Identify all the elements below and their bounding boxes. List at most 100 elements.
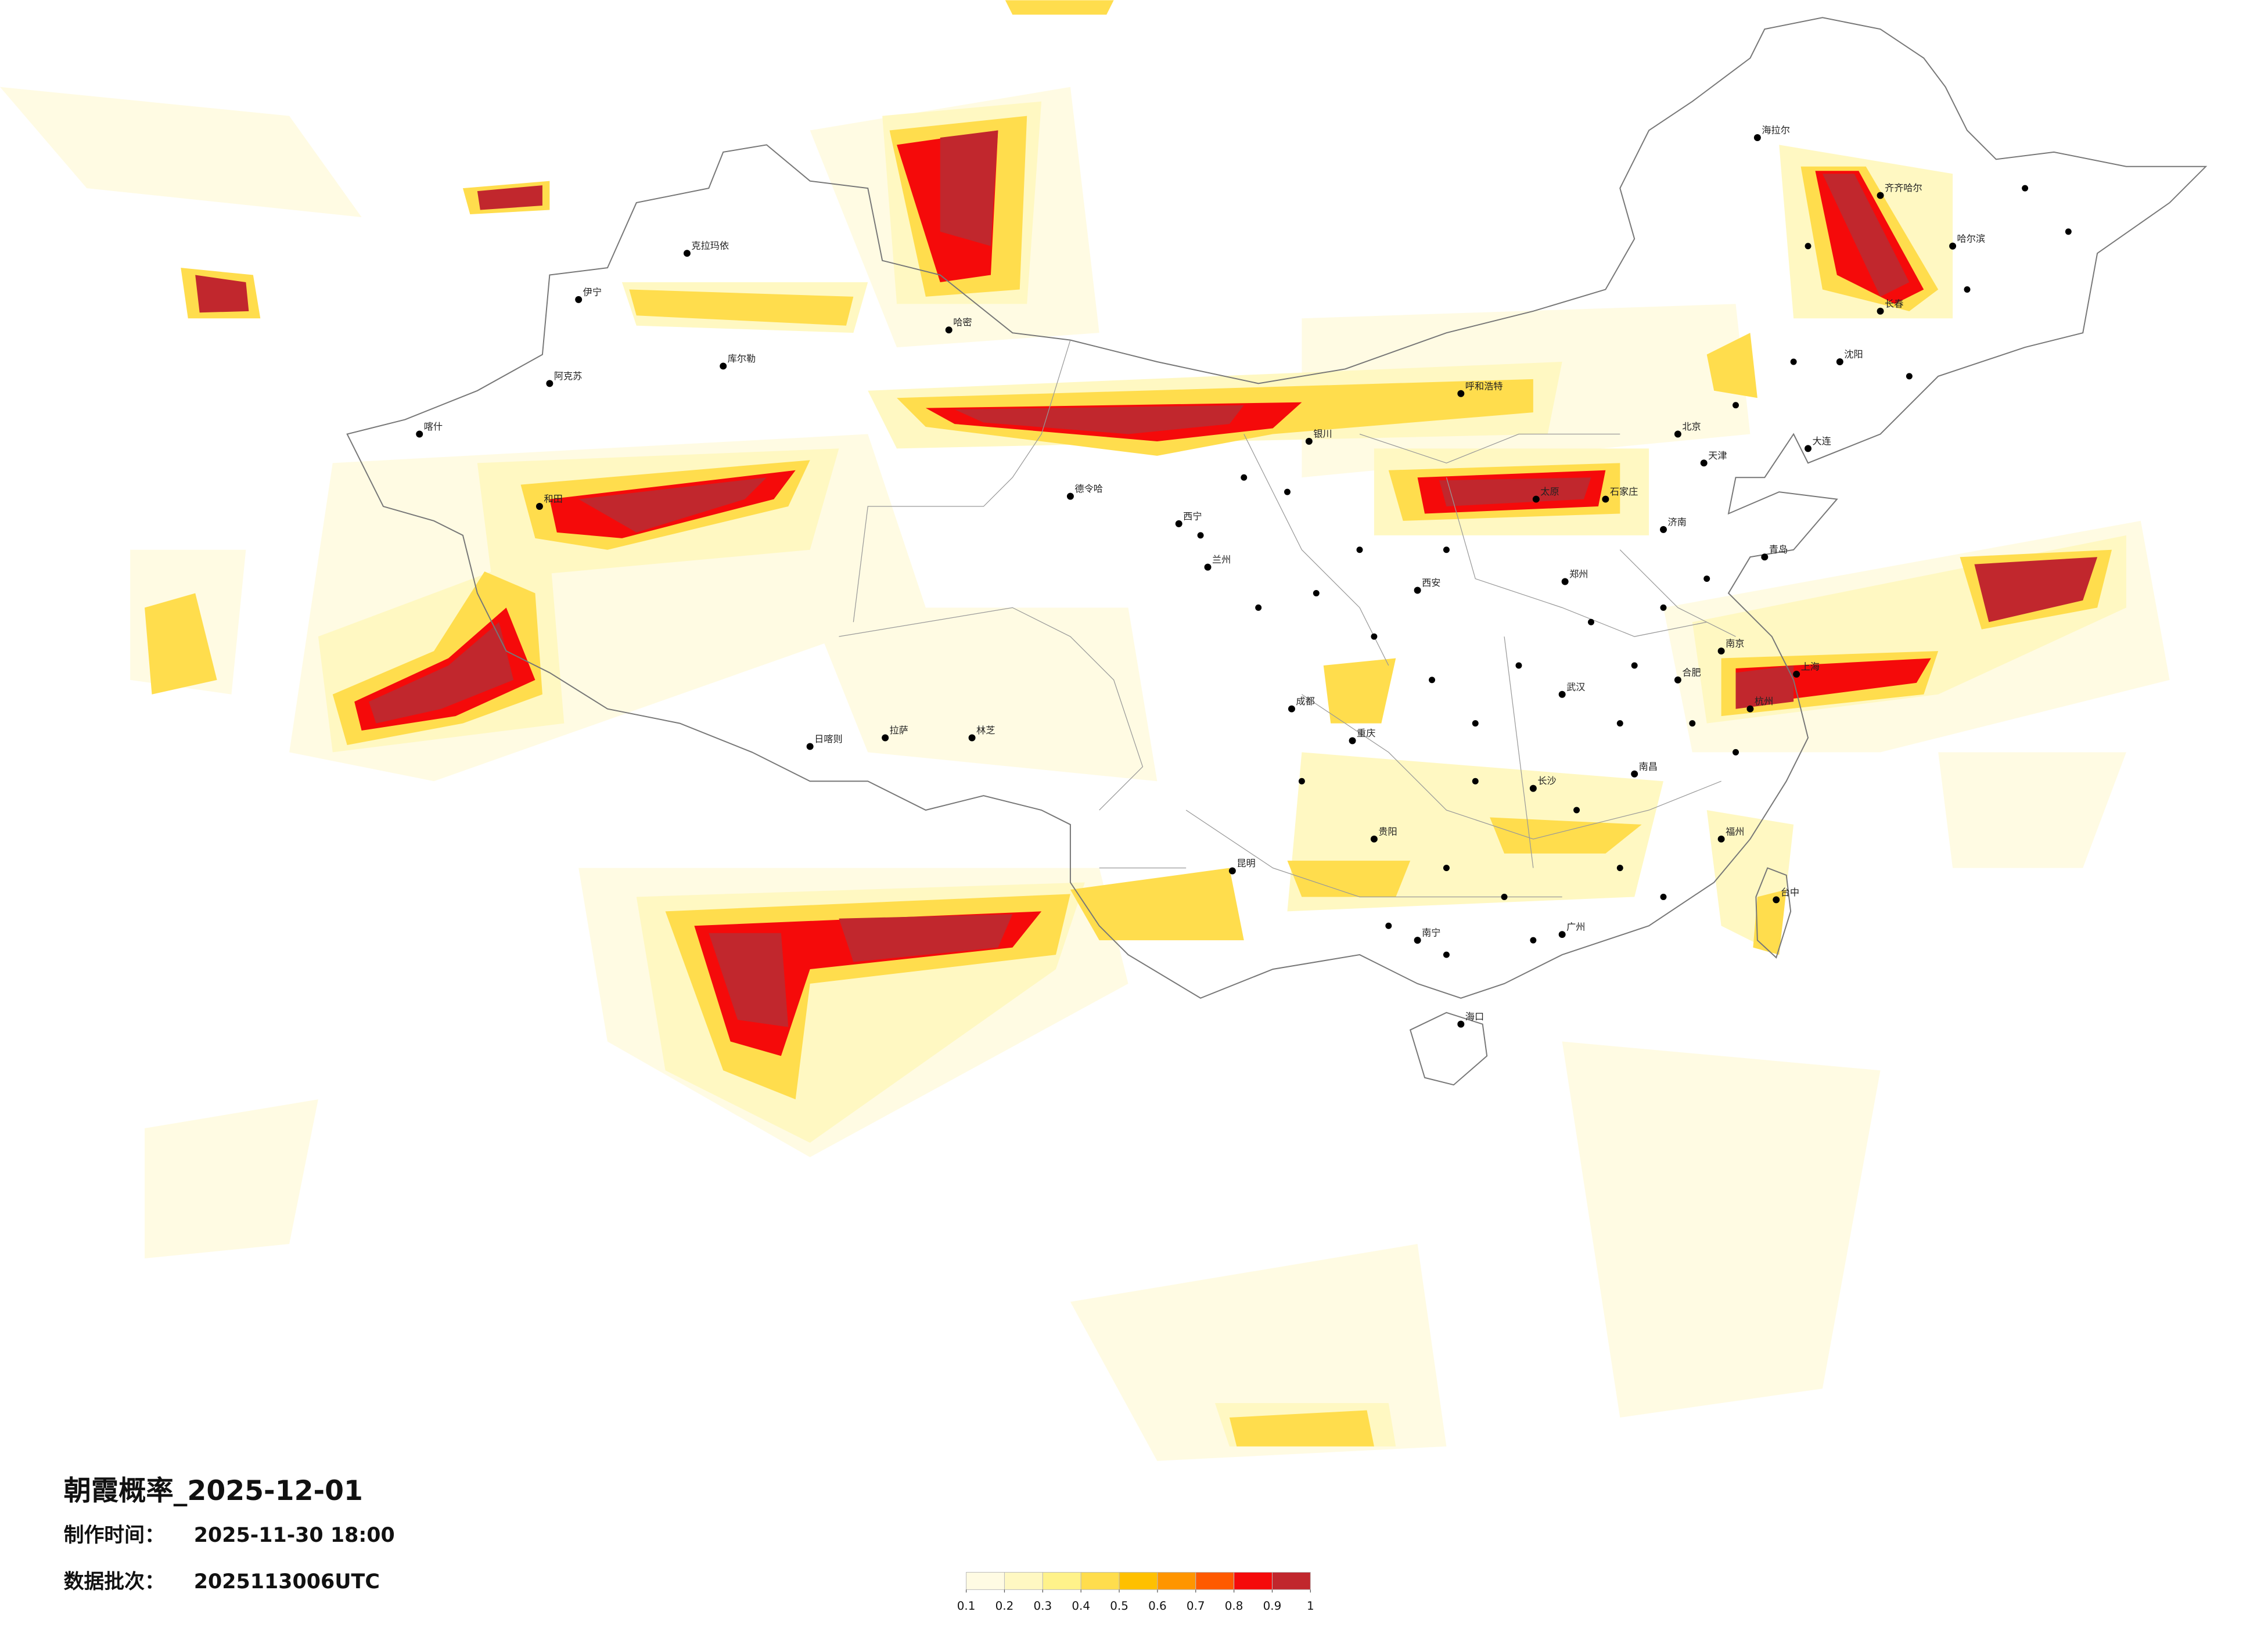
city-dot [2065, 228, 2072, 235]
legend-tick-label: 0.4 [1072, 1599, 1090, 1613]
city-label: 上海 [1801, 661, 1820, 672]
probability-area [1229, 1410, 1374, 1447]
production-time-label: 制作时间： [64, 1524, 165, 1547]
legend-tick-label: 0.9 [1263, 1599, 1282, 1613]
city-label: 哈尔滨 [1957, 233, 1986, 244]
probability-area [145, 1099, 318, 1259]
city-dot [1370, 835, 1378, 843]
city-dot [1255, 604, 1262, 611]
probability-area [195, 275, 249, 313]
city-dot [1385, 922, 1392, 929]
city-dot [1414, 587, 1421, 594]
city-dot [546, 380, 553, 387]
legend-swatch [1080, 1571, 1120, 1590]
probability-area [0, 87, 362, 217]
city-dot [1429, 677, 1436, 684]
city-label: 伊宁 [583, 286, 602, 297]
city-dot [1949, 242, 1957, 250]
city-dot [1197, 532, 1204, 539]
legend-tick-label: 1 [1307, 1599, 1314, 1613]
probability-area [954, 405, 1244, 434]
city-dot [1689, 720, 1696, 727]
probability-area [477, 185, 542, 210]
city-label: 广州 [1566, 922, 1585, 933]
city-label: 南京 [1726, 638, 1744, 649]
city-dot [882, 734, 889, 742]
city-dot [1793, 670, 1800, 678]
city-dot [1356, 546, 1363, 553]
city-label: 银川 [1313, 428, 1332, 439]
hainan-outline [1409, 1012, 1488, 1086]
batch-value: 2025113006UTC [194, 1570, 380, 1593]
city-dot [1313, 589, 1320, 596]
city-dot [1298, 778, 1305, 785]
probability-area [1070, 868, 1244, 941]
city-label: 武汉 [1566, 681, 1585, 692]
city-dot [1877, 192, 1884, 199]
city-dot [1349, 737, 1356, 744]
taiwan-outline [1755, 867, 1792, 959]
probability-area [709, 933, 789, 1027]
legend-tick-label: 0.5 [1110, 1599, 1128, 1613]
probability-area [1753, 889, 1787, 955]
city-dot [1877, 307, 1884, 315]
city-label: 天津 [1708, 450, 1727, 461]
legend-swatch [1119, 1571, 1158, 1590]
legend-tick-label: 0.2 [995, 1599, 1014, 1613]
city-dot [1457, 390, 1465, 397]
city-dot [1561, 578, 1569, 585]
city-dot [1836, 358, 1843, 365]
city-dot [1558, 690, 1566, 698]
province-lines [839, 340, 1736, 898]
city-dot [1761, 553, 1769, 561]
city-dot [1587, 618, 1594, 625]
city-dot [1703, 575, 1710, 582]
city-dot [1964, 286, 1971, 293]
probability-area [940, 130, 998, 246]
city-dot [1660, 893, 1667, 900]
city-dot [1530, 937, 1537, 944]
city-label: 大连 [1813, 436, 1831, 447]
city-dot [1529, 785, 1537, 792]
city-dot [1631, 662, 1638, 669]
city-dot [1414, 937, 1421, 944]
city-dot [416, 430, 423, 438]
production-time-value: 2025-11-30 18:00 [194, 1524, 395, 1547]
city-label: 阿克苏 [554, 370, 583, 382]
city-dot [968, 734, 976, 742]
city-dot [1805, 445, 1812, 452]
city-label: 太原 [1540, 486, 1559, 497]
city-label: 重庆 [1357, 728, 1375, 739]
city-dot [1906, 373, 1913, 380]
city-label: 喀什 [424, 421, 443, 432]
city-dot [1371, 633, 1378, 640]
probability-area [1287, 861, 1411, 897]
city-dot [1717, 647, 1725, 655]
probability-area [1822, 174, 1910, 297]
legend-tick-label: 0.3 [1033, 1599, 1052, 1613]
city-label: 石家庄 [1610, 486, 1638, 497]
probability-area [145, 593, 217, 695]
city-label: 南昌 [1639, 761, 1658, 772]
probability-area [1323, 658, 1396, 724]
city-dot [1443, 951, 1450, 958]
city-label: 长沙 [1537, 775, 1556, 786]
city-dot [1241, 474, 1248, 481]
map-title: 朝霞概率_2025-12-01 [64, 1475, 363, 1507]
city-dot [535, 503, 543, 510]
city-label: 库尔勒 [728, 353, 756, 364]
borders [346, 17, 2208, 1086]
legend-swatch [1042, 1571, 1081, 1590]
city-dot [1733, 749, 1739, 756]
city-dot [720, 362, 727, 370]
city-label: 海口 [1465, 1011, 1484, 1022]
city-label: 沈阳 [1844, 349, 1863, 360]
legend-swatch [1004, 1571, 1043, 1590]
city-label: 日喀则 [814, 733, 843, 744]
city-dot [2022, 185, 2029, 192]
legend-tick-label: 0.1 [957, 1599, 976, 1613]
probability-area [578, 477, 767, 533]
city-dot [1805, 243, 1811, 250]
city-label: 杭州 [1755, 696, 1773, 707]
